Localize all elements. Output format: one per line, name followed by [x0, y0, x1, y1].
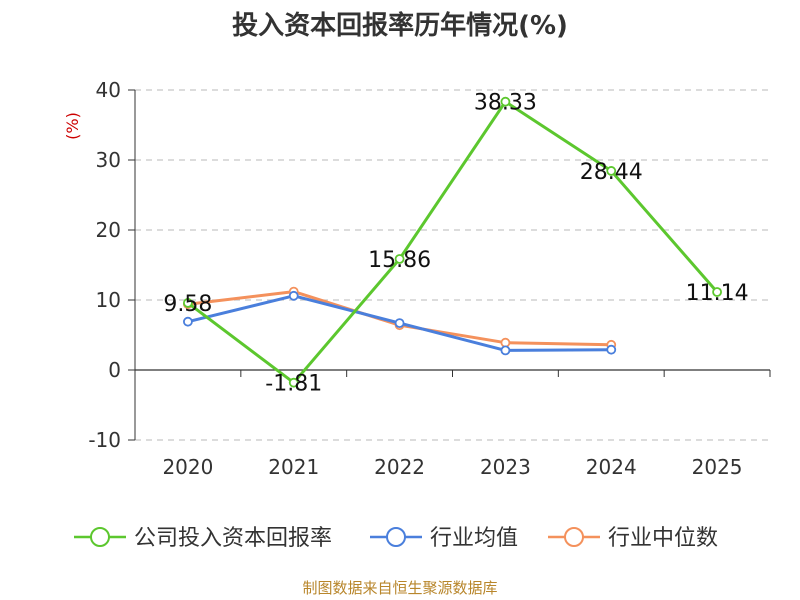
legend-marker — [90, 527, 110, 547]
legend-label: 行业均值 — [430, 526, 518, 551]
legend-item-0[interactable]: 公司投入资本回报率 — [74, 526, 332, 551]
x-tick-label: 2022 — [374, 455, 425, 479]
legend-marker — [564, 527, 584, 547]
data-point — [500, 96, 511, 107]
data-point — [606, 166, 617, 176]
data-point — [288, 377, 299, 388]
y-tick-labels: -10 0 10 20 30 40 — [88, 78, 121, 452]
x-tick-labels: 2020 2021 2022 2023 2024 2025 — [162, 455, 742, 479]
data-label: 11.14 — [686, 281, 749, 306]
y-tick-label: 40 — [96, 78, 121, 102]
data-label: 38.33 — [474, 91, 537, 116]
series-group — [183, 96, 722, 388]
data-point — [288, 290, 299, 301]
y-tick-label: 20 — [96, 218, 121, 242]
data-point — [394, 254, 405, 264]
x-tick-label: 2020 — [162, 455, 213, 479]
y-tick-label: 0 — [108, 358, 121, 382]
y-tick-label: -10 — [88, 428, 121, 452]
legend[interactable]: 公司投入资本回报率 行业均值 行业中位数 — [74, 526, 718, 551]
legend-item-2[interactable]: 行业中位数 — [548, 526, 718, 551]
gridlines — [135, 89, 770, 441]
x-tick-label: 2021 — [268, 455, 319, 479]
y-tick-label: 30 — [96, 148, 121, 172]
data-point — [500, 345, 511, 356]
axes — [128, 89, 771, 441]
legend-label: 公司投入资本回报率 — [134, 526, 332, 551]
data-point — [606, 344, 617, 355]
legend-marker — [386, 527, 406, 547]
legend-label: 行业中位数 — [608, 526, 718, 551]
y-axis-unit: (%) — [63, 112, 82, 140]
data-point — [394, 318, 405, 329]
chart-title: 投入资本回报率历年情况(%) — [232, 10, 568, 41]
data-point — [183, 298, 193, 308]
data-point — [183, 316, 193, 327]
data-labels: 9.58 -1.81 15.86 38.33 28.44 11.14 — [163, 91, 748, 397]
data-label: 15.86 — [368, 248, 431, 273]
data-point — [712, 287, 722, 297]
source-note: 制图数据来自恒生聚源数据库 — [302, 579, 497, 597]
data-label: 28.44 — [580, 160, 643, 185]
data-label: -1.81 — [265, 372, 322, 397]
x-tick-label: 2024 — [586, 455, 637, 479]
x-tick-label: 2023 — [480, 455, 531, 479]
y-tick-label: 10 — [96, 288, 121, 312]
x-tick-label: 2025 — [692, 455, 743, 479]
data-label: 9.58 — [163, 292, 212, 317]
series-line-0 — [187, 100, 719, 385]
legend-item-1[interactable]: 行业均值 — [370, 526, 518, 551]
